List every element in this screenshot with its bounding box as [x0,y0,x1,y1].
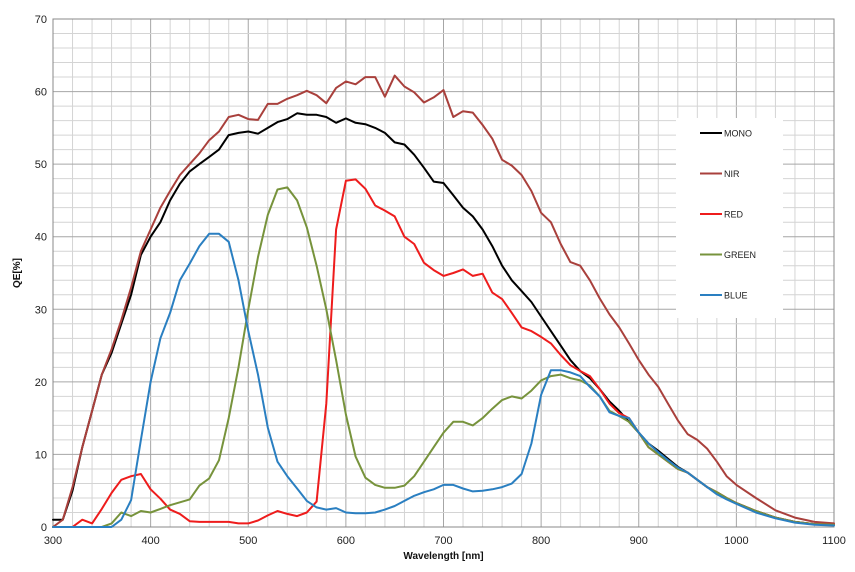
legend-box [676,118,783,318]
x-tick-label: 700 [434,535,452,547]
legend-label-blue: BLUE [724,291,748,301]
series-line-nir [52,74,835,528]
legend-label-nir: NIR [724,169,740,179]
series-line-green [52,186,835,528]
y-tick-label: 50 [35,159,47,171]
x-tick-label: 600 [337,535,355,547]
series-line-blue [52,232,835,528]
series-line-mono [52,112,835,526]
y-tick-label: 10 [35,449,47,461]
x-tick-labels: 300 400 500 600 700 800 900 1000 1100 [44,535,846,547]
y-tick-label: 60 [35,87,47,99]
y-tick-label: 40 [35,232,47,244]
legend-label-mono: MONO [724,129,752,139]
y-tick-label: 30 [35,304,47,316]
x-tick-label: 1000 [724,535,748,547]
legend-label-green: GREEN [724,250,756,260]
plot-frame [52,18,835,528]
series-lines [52,74,835,528]
y-axis-title: QE[%] [12,258,23,288]
x-tick-label: 800 [532,535,550,547]
x-tick-label: 400 [141,535,159,547]
y-tick-labels: 0 10 20 30 40 50 60 70 [35,14,47,534]
legend-label-red: RED [724,210,744,220]
x-tick-label: 300 [44,535,62,547]
y-tick-label: 20 [35,377,47,389]
y-tick-label: 0 [41,522,47,534]
x-tick-label: 900 [630,535,648,547]
x-tick-label: 1100 [822,535,846,547]
legend: MONO NIR RED GREEN BLUE [676,118,783,318]
x-tick-label: 500 [239,535,257,547]
x-axis-title: Wavelength [nm] [403,551,483,562]
y-tick-label: 70 [35,14,47,26]
